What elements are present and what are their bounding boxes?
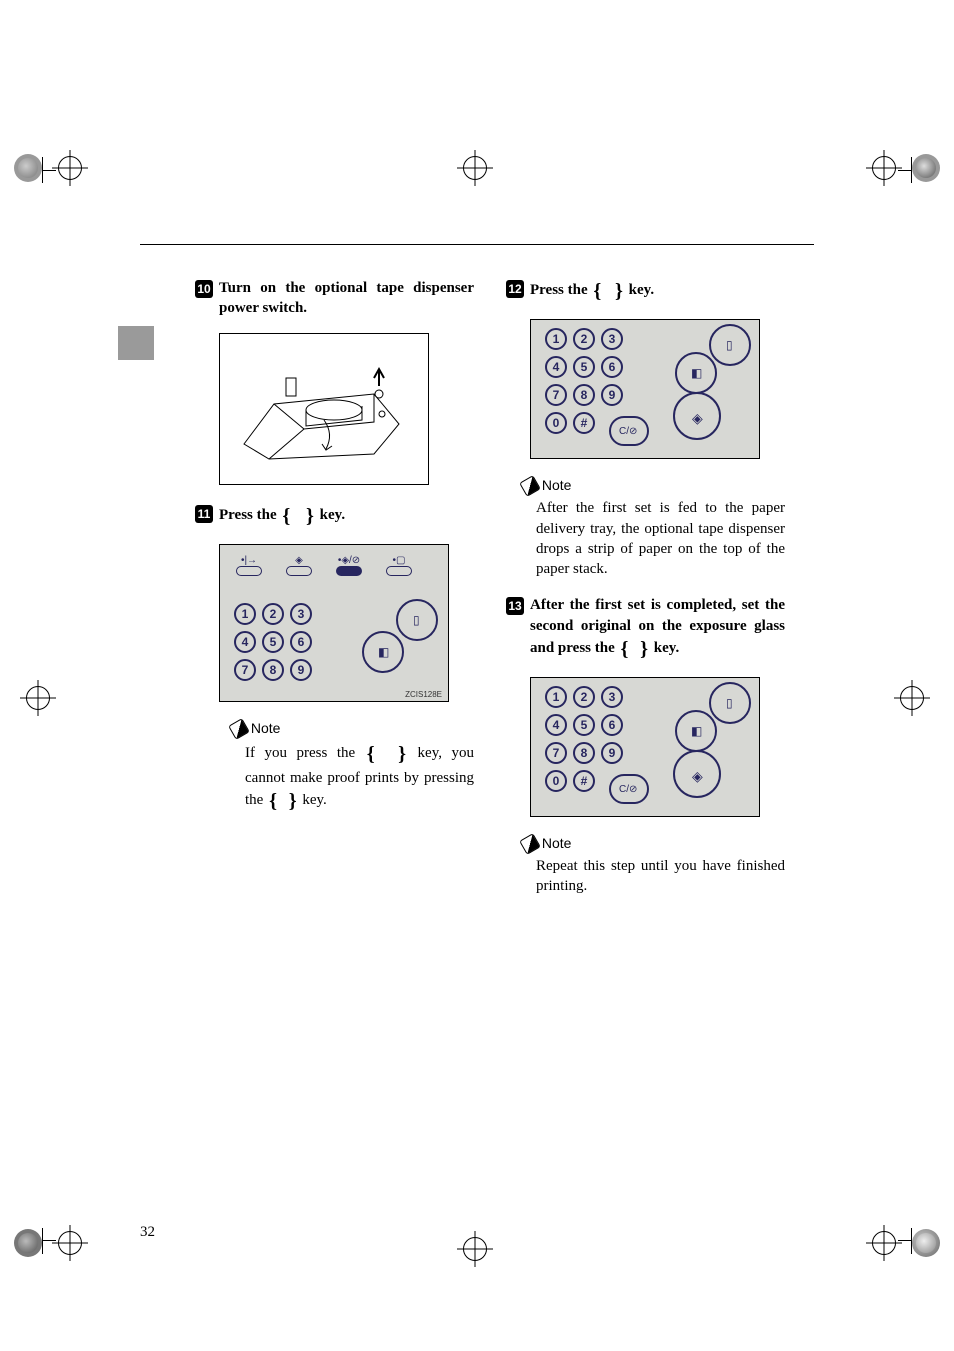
proof-key: ◧ [675,710,717,752]
crop-mark-ml [20,680,60,720]
step-text-b: key. [650,640,679,656]
step-text: Press the { } key. [219,503,345,530]
keypad-8: 8 [262,659,284,681]
key-name [292,507,304,523]
step-13: 13 After the first set is completed, set… [506,595,785,817]
right-column: 12 Press the { } key. 1 2 3 4 5 6 7 8 9 … [506,278,785,897]
crop-mark-bl [10,1211,80,1271]
keypad-7: 7 [545,384,567,406]
step-12: 12 Press the { } key. 1 2 3 4 5 6 7 8 9 … [506,278,785,459]
step-11: 11 Press the { } key. •|→ ◈ •◈/⊘ •▢ 1 2 [195,503,474,702]
keypad-start-illustration: 1 2 3 4 5 6 7 8 9 0 # C/⊘ ▯ ◧ ◈ [530,319,760,459]
keypad-hash: # [573,412,595,434]
note-3: Note Repeat this step until you have fin… [510,835,785,897]
note-label: Note [542,477,572,493]
step-number: 10 [195,280,213,298]
keypad-9: 9 [290,659,312,681]
note-text-a: If you press the [245,745,365,761]
keypad-2: 2 [573,686,595,708]
keypad-9: 9 [601,742,623,764]
note-icon [519,833,541,855]
keypad-6: 6 [601,714,623,736]
keypad-0: 0 [545,412,567,434]
note-label: Note [542,835,572,851]
keypad-4: 4 [545,714,567,736]
keypad-3: 3 [601,686,623,708]
page-number: 32 [140,1224,155,1241]
keypad-6: 6 [601,356,623,378]
keypad-9: 9 [601,384,623,406]
keypad-4: 4 [545,356,567,378]
keypad-5: 5 [573,714,595,736]
note-2: Note After the first set is fed to the p… [510,477,785,579]
proof-key: ◧ [362,631,404,673]
keypad-start-illustration-2: 1 2 3 4 5 6 7 8 9 0 # C/⊘ ▯ ◧ ◈ [530,677,760,817]
step-10: 10 Turn on the optional tape dispenser p… [195,278,474,485]
crop-mark-tr [874,140,944,200]
note-icon [228,718,250,740]
page-header-rule [140,244,814,245]
crop-mark-br [874,1211,944,1271]
left-column: 10 Turn on the optional tape dispenser p… [195,278,474,897]
keypad-8: 8 [573,742,595,764]
note-body: If you press the { } key, you cannot mak… [245,741,474,815]
keypad-0: 0 [545,770,567,792]
crop-mark-tl [10,140,80,200]
note-body: Repeat this step until you have finished… [536,856,785,897]
program-key: ▯ [709,324,751,366]
keypad-1: 1 [545,328,567,350]
keypad-3: 3 [601,328,623,350]
step-text-b: key. [316,507,345,523]
keypad-autocycle-illustration: •|→ ◈ •◈/⊘ •▢ 1 2 3 4 5 6 7 8 9 ▯ [219,544,449,702]
note-1: Note If you press the { } key, you canno… [219,720,474,816]
note-icon [519,475,541,497]
step-text: Press the { } key. [530,278,654,305]
keypad-2: 2 [573,328,595,350]
keypad-6: 6 [290,631,312,653]
step-text-b: key. [625,282,654,298]
keypad-5: 5 [262,631,284,653]
section-tab [118,326,154,360]
program-key: ▯ [396,599,438,641]
note-label: Note [251,720,281,736]
clear-stop-key: C/⊘ [609,774,649,804]
keypad-hash: # [573,770,595,792]
start-key: ◈ [673,750,721,798]
keypad-8: 8 [573,384,595,406]
keypad-7: 7 [234,659,256,681]
step-number: 11 [195,505,213,523]
step-number: 13 [506,597,524,615]
keypad-1: 1 [234,603,256,625]
step-number: 12 [506,280,524,298]
page-content: 10 Turn on the optional tape dispenser p… [195,278,785,897]
clear-stop-key: C/⊘ [609,416,649,446]
keypad-7: 7 [545,742,567,764]
step-text-a: Press the [219,507,280,523]
keypad-4: 4 [234,631,256,653]
tape-dispenser-illustration [219,333,429,485]
keypad-1: 1 [545,686,567,708]
crop-mark-mr [894,680,934,720]
keypad-2: 2 [262,603,284,625]
step-text: Turn on the optional tape dispenser powe… [219,278,474,319]
step-text: After the first set is completed, set th… [530,595,785,663]
start-key: ◈ [673,392,721,440]
crop-mark-tm [457,150,497,190]
note-body: After the first set is fed to the paper … [536,498,785,579]
program-key: ▯ [709,682,751,724]
step-text-a: Press the [530,282,591,298]
figure-id: ZCIS128E [405,690,442,699]
crop-mark-bm [457,1231,497,1271]
note-text-c: key. [299,792,327,808]
proof-key: ◧ [675,352,717,394]
keypad-5: 5 [573,356,595,378]
keypad-3: 3 [290,603,312,625]
